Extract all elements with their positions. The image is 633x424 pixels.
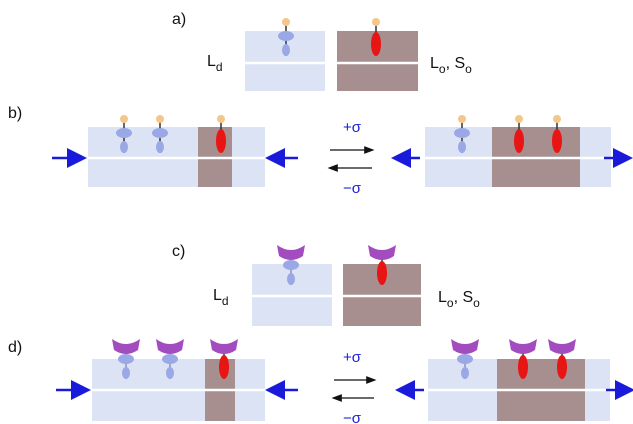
panel-label: a)	[172, 11, 186, 28]
text: o	[465, 62, 472, 76]
anchor	[156, 141, 164, 153]
shapes	[52, 18, 630, 421]
phase-label: Ld	[207, 53, 223, 74]
anchor	[457, 354, 473, 364]
protein-cap	[368, 245, 396, 260]
head-group	[553, 115, 561, 123]
anchor	[461, 367, 469, 379]
anchor	[152, 128, 168, 138]
stress-label: +σ	[343, 349, 362, 366]
head-group	[217, 115, 225, 123]
anchor	[371, 32, 381, 56]
anchor	[518, 355, 528, 379]
anchor	[162, 354, 178, 364]
head-group	[372, 18, 380, 26]
text: L	[207, 53, 216, 70]
anchor	[122, 367, 130, 379]
text: d	[222, 294, 229, 308]
phase-label: Lo, So	[438, 289, 480, 310]
text: L	[430, 55, 439, 72]
anchor	[458, 141, 466, 153]
stress-label: −σ	[343, 180, 362, 197]
diagram: a) Ld Lo, So b) +σ −σ c) Ld Lo, So d) +σ…	[0, 0, 633, 424]
anchor	[287, 273, 295, 285]
protein-cap	[210, 339, 238, 354]
text: d	[216, 60, 223, 74]
head-group	[120, 115, 128, 123]
text: o	[473, 296, 480, 310]
head-group	[282, 18, 290, 26]
head-group	[458, 115, 466, 123]
anchor	[116, 128, 132, 138]
anchor	[552, 129, 562, 153]
panel-label: c)	[172, 243, 185, 260]
anchor	[278, 31, 294, 41]
text: , S	[446, 55, 466, 72]
anchor	[377, 261, 387, 285]
protein-cap	[509, 339, 537, 354]
anchor	[454, 128, 470, 138]
anchor	[282, 44, 290, 56]
text: , S	[454, 289, 474, 306]
anchor	[118, 354, 134, 364]
anchor	[216, 129, 226, 153]
protein-cap	[451, 339, 479, 354]
anchor	[514, 129, 524, 153]
stress-label: −σ	[343, 410, 362, 424]
protein-cap	[548, 339, 576, 354]
head-group	[156, 115, 164, 123]
phase-label: Ld	[213, 287, 229, 308]
anchor	[219, 355, 229, 379]
anchor	[166, 367, 174, 379]
text: L	[213, 287, 222, 304]
anchor	[557, 355, 567, 379]
anchor	[120, 141, 128, 153]
phase-label: Lo, So	[430, 55, 472, 76]
panel-label: d)	[8, 339, 22, 356]
panel-label: b)	[8, 105, 22, 122]
protein-cap	[156, 339, 184, 354]
protein-cap	[112, 339, 140, 354]
text: L	[438, 289, 447, 306]
protein-cap	[277, 245, 305, 260]
stress-label: +σ	[343, 119, 362, 136]
head-group	[515, 115, 523, 123]
anchor	[283, 260, 299, 270]
